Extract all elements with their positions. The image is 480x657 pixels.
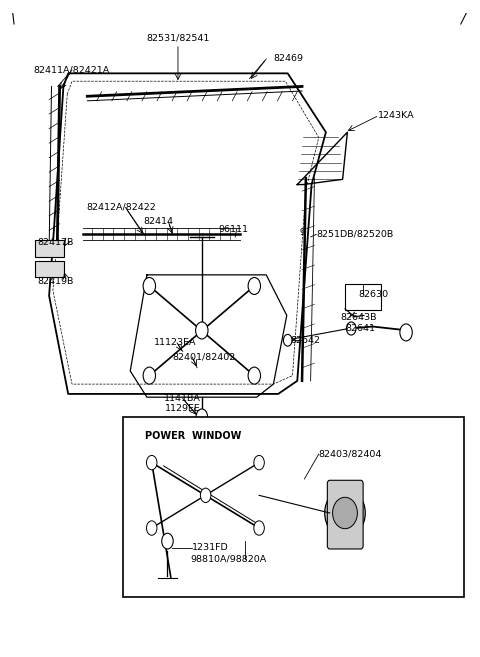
Circle shape <box>162 533 173 549</box>
Bar <box>35 261 64 277</box>
Text: /: / <box>460 11 464 25</box>
Text: \: \ <box>11 11 15 25</box>
Circle shape <box>347 322 356 335</box>
Bar <box>345 284 381 310</box>
Text: 82403/82404: 82403/82404 <box>319 449 382 459</box>
Circle shape <box>143 277 156 294</box>
Bar <box>35 240 64 256</box>
Circle shape <box>196 409 207 424</box>
Text: 82414: 82414 <box>144 217 174 227</box>
Text: 82412A/82422: 82412A/82422 <box>86 203 156 212</box>
Text: 82630: 82630 <box>359 290 388 299</box>
Text: 82643B: 82643B <box>340 313 377 322</box>
Text: 82417B: 82417B <box>37 238 73 246</box>
Ellipse shape <box>333 497 358 529</box>
Ellipse shape <box>324 488 365 537</box>
Text: POWER  WINDOW: POWER WINDOW <box>144 432 241 442</box>
Text: 82401/82402: 82401/82402 <box>172 353 236 362</box>
Circle shape <box>200 488 211 503</box>
Text: 1231FD: 1231FD <box>192 543 229 552</box>
Text: 82411A/82421A: 82411A/82421A <box>34 66 110 75</box>
Circle shape <box>196 322 208 339</box>
Circle shape <box>283 334 292 346</box>
Text: 82642: 82642 <box>290 336 320 345</box>
Text: 82641: 82641 <box>345 324 375 333</box>
Text: 1129EE: 1129EE <box>165 405 201 413</box>
Text: 96111: 96111 <box>218 225 249 233</box>
Text: 98810A/98820A: 98810A/98820A <box>190 555 266 563</box>
Circle shape <box>254 455 264 470</box>
Text: 82469: 82469 <box>274 55 303 64</box>
Circle shape <box>146 455 157 470</box>
Text: 8251DB/82520B: 8251DB/82520B <box>316 230 394 238</box>
FancyBboxPatch shape <box>327 480 363 549</box>
Text: 1141BA: 1141BA <box>164 394 201 403</box>
Circle shape <box>400 324 412 341</box>
Text: 9: 9 <box>300 228 305 237</box>
Circle shape <box>143 367 156 384</box>
Circle shape <box>146 521 157 535</box>
Bar <box>123 417 464 597</box>
Circle shape <box>248 367 261 384</box>
Text: 11123EA: 11123EA <box>154 338 197 348</box>
Text: 82531/82541: 82531/82541 <box>146 34 210 43</box>
Text: 82419B: 82419B <box>37 277 73 286</box>
Circle shape <box>254 521 264 535</box>
Circle shape <box>248 277 261 294</box>
Text: 1243KA: 1243KA <box>378 111 415 120</box>
